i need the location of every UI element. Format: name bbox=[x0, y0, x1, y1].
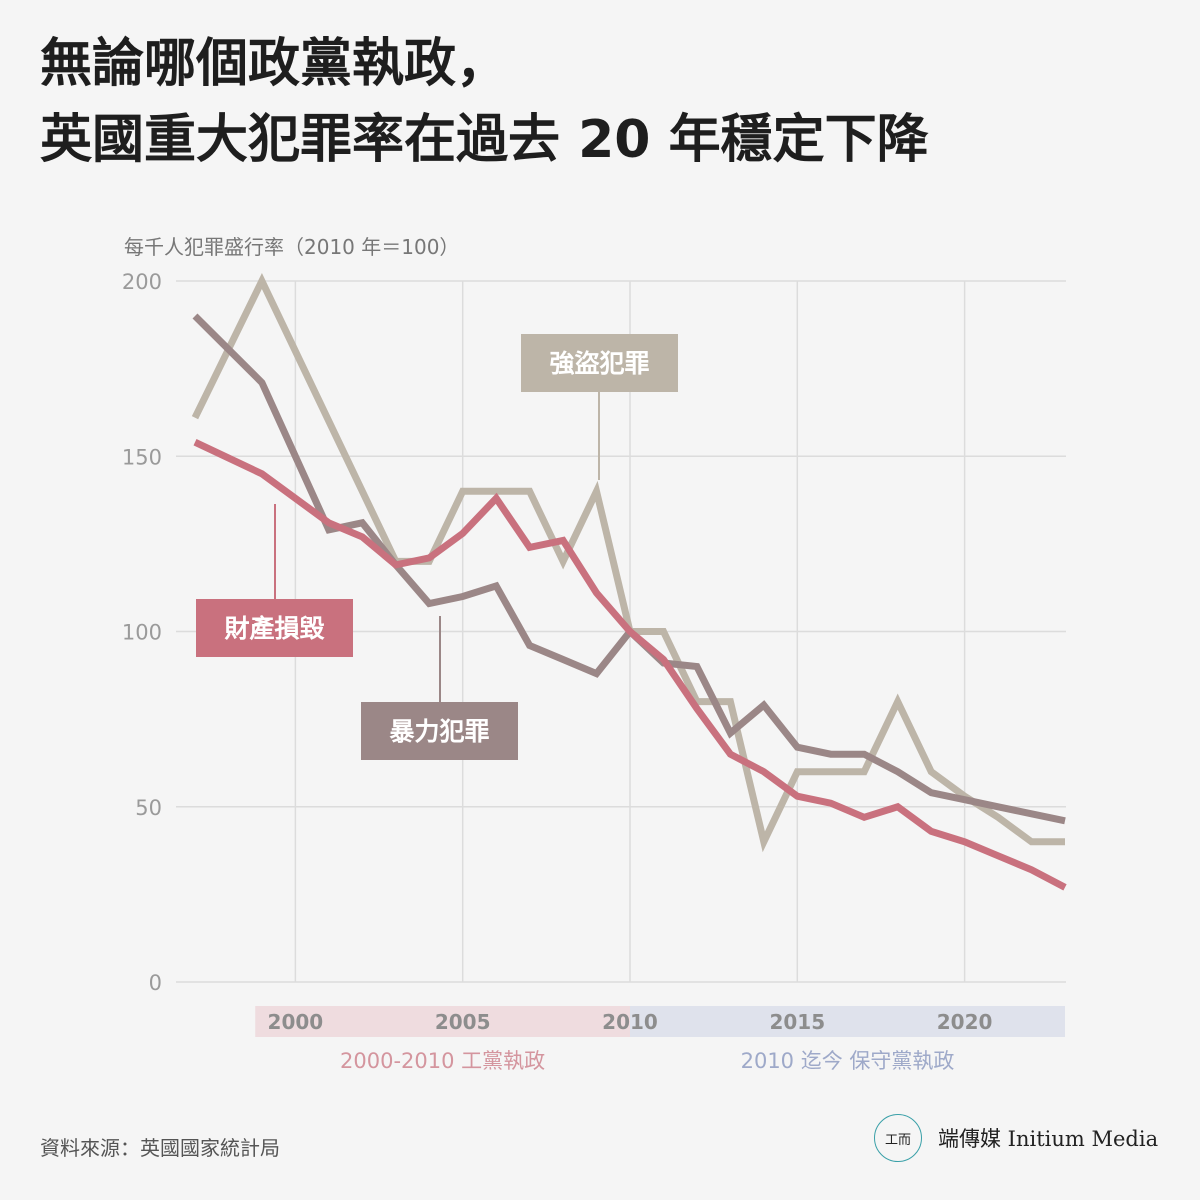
y-tick-label: 200 bbox=[122, 270, 162, 294]
series-line bbox=[193, 439, 1067, 891]
series-label: 財產損毀 bbox=[224, 614, 325, 643]
y-axis-label: 每千人犯罪盛行率（2010 年＝100） bbox=[124, 235, 459, 259]
y-tick-label: 150 bbox=[122, 445, 162, 469]
line-chart: 0 50 100 150 200 2000-2010 工黨執政 2010 迄今 保守黨執政… bbox=[122, 235, 1067, 1073]
brand-logo: 工而 端傳媒 Initium Media bbox=[874, 1114, 1158, 1162]
series-label-box bbox=[361, 702, 518, 760]
period-label: 2010 迄今 保守黨執政 bbox=[741, 1049, 955, 1073]
series-label: 強盜犯罪 bbox=[549, 349, 649, 378]
series-layer bbox=[191, 272, 1067, 891]
x-tick-label: 2015 bbox=[769, 1010, 825, 1034]
title-line-1: 無論哪個政黨執政， bbox=[40, 34, 509, 94]
chart-title: 無論哪個政黨執政， 英國重大犯罪率在過去 20 年穩定下降 bbox=[40, 26, 929, 178]
y-tick-label: 0 bbox=[149, 971, 162, 995]
period-band bbox=[255, 1006, 630, 1037]
y-tick-label: 50 bbox=[135, 796, 162, 820]
title-line-2: 英國重大犯罪率在過去 20 年穩定下降 bbox=[40, 110, 929, 170]
source-note: 資料來源：英國國家統計局 bbox=[40, 1136, 280, 1160]
x-tick-label: 2020 bbox=[937, 1010, 993, 1034]
period-band bbox=[630, 1006, 1065, 1037]
series-label: 暴力犯罪 bbox=[389, 717, 489, 746]
x-tick-label: 2005 bbox=[435, 1010, 491, 1034]
x-tick-label: 2010 bbox=[602, 1010, 658, 1034]
y-tick-label: 100 bbox=[122, 621, 162, 645]
series-label-box bbox=[196, 599, 353, 657]
logo-icon: 工而 bbox=[874, 1114, 922, 1162]
x-tick-label: 2000 bbox=[268, 1010, 324, 1034]
logo-text: 端傳媒 Initium Media bbox=[938, 1127, 1159, 1151]
series-label-box bbox=[521, 334, 678, 392]
period-label: 2000-2010 工黨執政 bbox=[340, 1049, 545, 1073]
series-line bbox=[191, 272, 1065, 853]
period-bands: 2000-2010 工黨執政 2010 迄今 保守黨執政 2000 2005 2010 2… bbox=[255, 1006, 1065, 1073]
